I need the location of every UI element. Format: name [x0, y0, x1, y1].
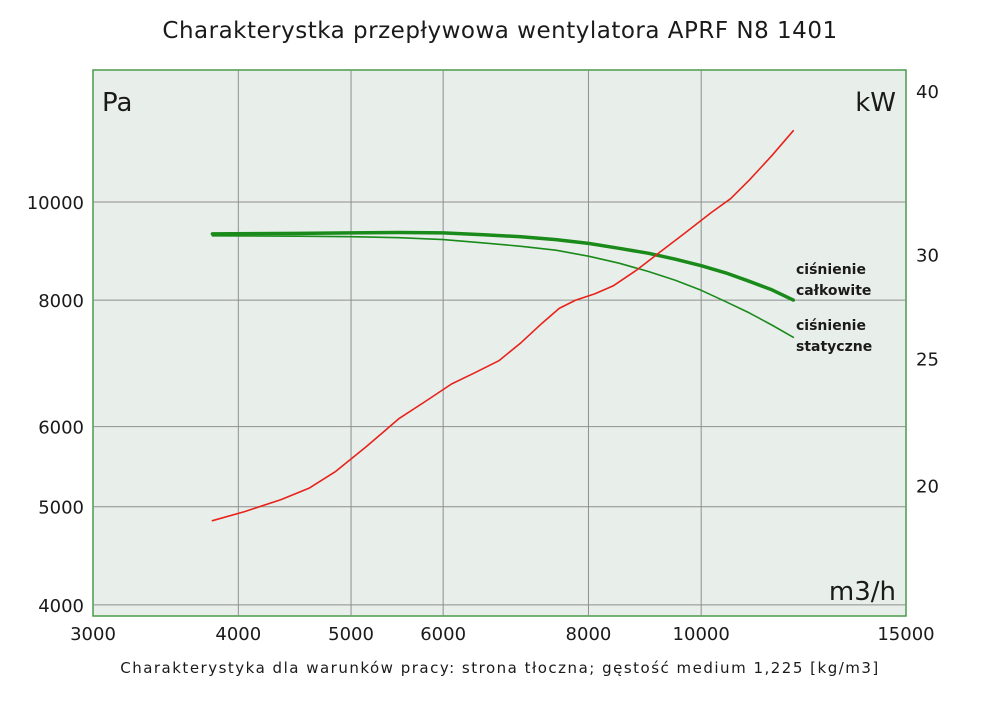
x-axis-unit-label: m3/h — [829, 577, 896, 607]
grid-lines — [93, 70, 906, 616]
y2-tick-label: 20 — [916, 476, 939, 497]
y-tick-label: 8000 — [38, 291, 84, 312]
legend-label: ciśnienie — [796, 318, 866, 334]
legend-label: statyczne — [796, 339, 872, 355]
y-tick-label: 4000 — [38, 596, 84, 617]
y-tick-label: 5000 — [38, 498, 84, 519]
chart-title: Charakterystka przepływowa wentylatora A… — [162, 18, 838, 44]
series-group — [210, 129, 796, 522]
x-axis-ticks: 3000 4000 5000 6000 8000 10000 15000 — [70, 624, 935, 645]
x-tick-label: 4000 — [215, 624, 261, 645]
x-tick-label: 6000 — [420, 624, 466, 645]
x-tick-label: 5000 — [328, 624, 374, 645]
series-line-cisnienie-calkowite — [210, 230, 796, 302]
y-tick-label: 6000 — [38, 418, 84, 439]
legend-label: całkowite — [796, 283, 871, 299]
x-tick-label: 15000 — [877, 624, 934, 645]
y2-tick-label: 40 — [916, 82, 939, 103]
y2-tick-label: 30 — [916, 246, 939, 267]
x-tick-label: 3000 — [70, 624, 116, 645]
y2-axis-ticks: 20 25 30 40 — [916, 82, 939, 497]
y2-axis-unit-label: kW — [855, 88, 896, 118]
y-axis-ticks: 4000 5000 6000 8000 10000 — [27, 193, 84, 617]
y-axis-unit-label: Pa — [102, 88, 132, 118]
series-line-cisnienie-statyczne — [211, 235, 795, 339]
plot-area — [92, 69, 907, 617]
chart-footnote: Charakterystyka dla warunków pracy: stro… — [120, 659, 880, 677]
series-line-moc — [211, 129, 795, 522]
y-tick-label: 10000 — [27, 193, 84, 214]
y2-tick-label: 25 — [916, 349, 939, 370]
x-tick-label: 8000 — [566, 624, 612, 645]
legend-label: ciśnienie — [796, 262, 866, 278]
x-tick-label: 10000 — [673, 624, 730, 645]
legend-group: ciśnienie całkowite ciśnienie statyczne — [796, 262, 872, 355]
